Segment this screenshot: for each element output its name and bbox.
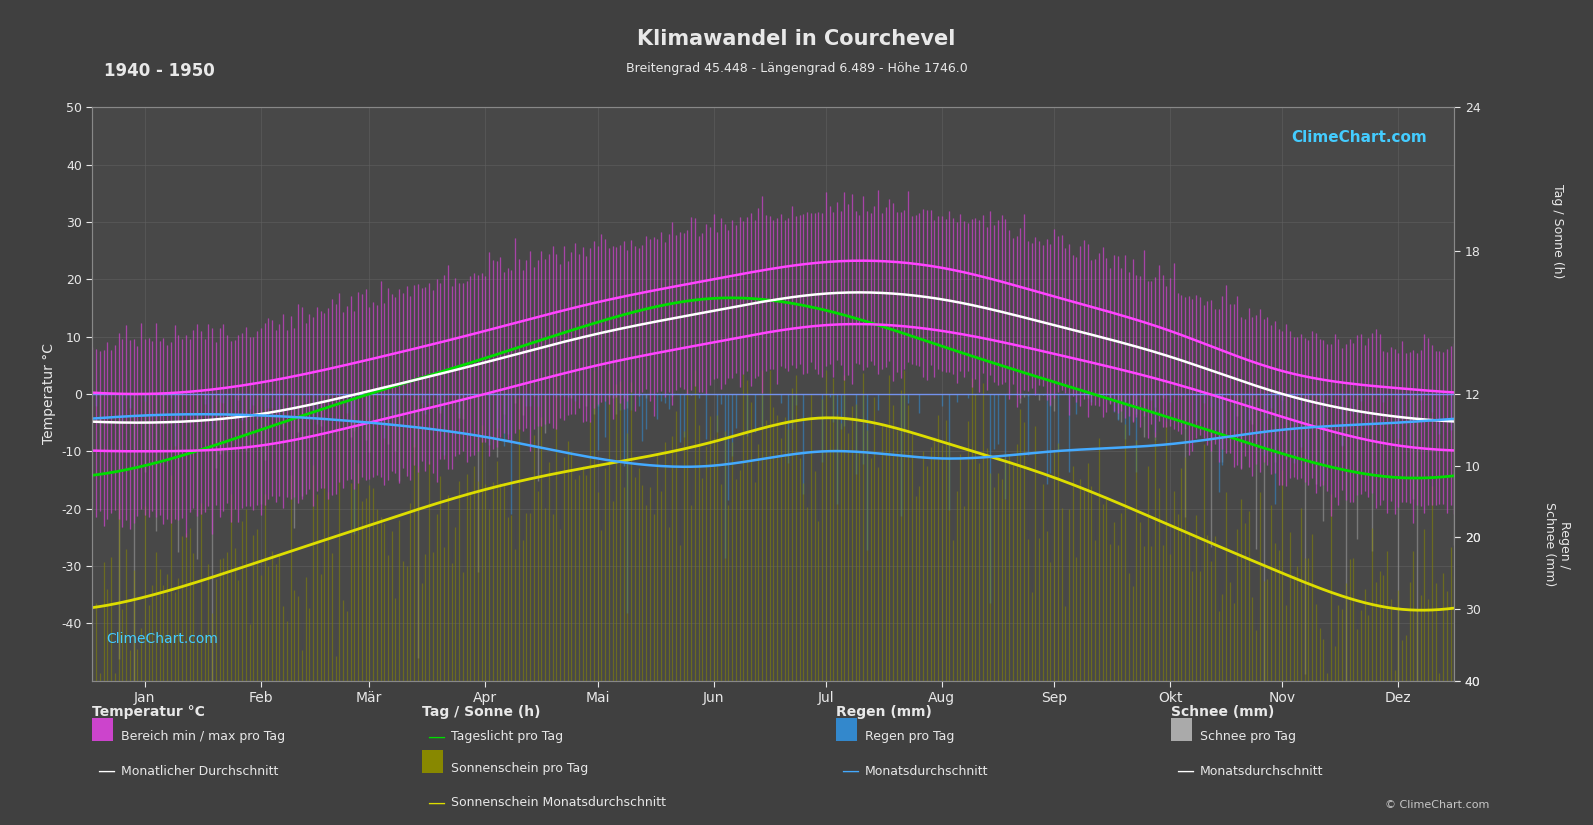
Text: Temperatur °C: Temperatur °C [92, 705, 205, 719]
Text: —: — [427, 728, 444, 746]
Text: Sonnenschein Monatsdurchschnitt: Sonnenschein Monatsdurchschnitt [451, 796, 666, 809]
Text: Tageslicht pro Tag: Tageslicht pro Tag [451, 730, 562, 743]
Text: Regen (mm): Regen (mm) [836, 705, 932, 719]
Y-axis label: Temperatur °C: Temperatur °C [41, 343, 56, 445]
Text: —: — [427, 794, 444, 812]
Text: Monatlicher Durchschnitt: Monatlicher Durchschnitt [121, 765, 279, 778]
Text: Regen pro Tag: Regen pro Tag [865, 730, 954, 743]
Text: © ClimeChart.com: © ClimeChart.com [1384, 800, 1489, 810]
Text: Regen /
Schnee (mm): Regen / Schnee (mm) [1544, 502, 1571, 587]
Text: Sonnenschein pro Tag: Sonnenschein pro Tag [451, 761, 588, 775]
Text: Tag / Sonne (h): Tag / Sonne (h) [422, 705, 540, 719]
Text: 1940 - 1950: 1940 - 1950 [104, 62, 215, 80]
Text: ClimeChart.com: ClimeChart.com [107, 632, 218, 646]
Text: Monatsdurchschnitt: Monatsdurchschnitt [865, 765, 989, 778]
Text: Klimawandel in Courchevel: Klimawandel in Courchevel [637, 29, 956, 49]
Text: Schnee (mm): Schnee (mm) [1171, 705, 1274, 719]
Text: —: — [1176, 762, 1193, 780]
Text: Schnee pro Tag: Schnee pro Tag [1200, 730, 1295, 743]
Text: Bereich min / max pro Tag: Bereich min / max pro Tag [121, 730, 285, 743]
Text: ClimeChart.com: ClimeChart.com [1292, 130, 1427, 145]
Text: Tag / Sonne (h): Tag / Sonne (h) [1550, 184, 1564, 278]
Text: —: — [97, 762, 115, 780]
Text: —: — [841, 762, 859, 780]
Text: Monatsdurchschnitt: Monatsdurchschnitt [1200, 765, 1324, 778]
Text: Breitengrad 45.448 - Längengrad 6.489 - Höhe 1746.0: Breitengrad 45.448 - Längengrad 6.489 - … [626, 62, 967, 75]
